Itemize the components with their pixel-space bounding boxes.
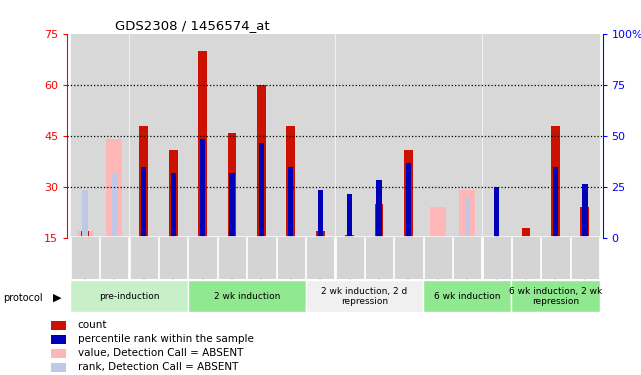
Text: rank, Detection Call = ABSENT: rank, Detection Call = ABSENT <box>78 362 238 372</box>
Bar <box>277 34 305 238</box>
Bar <box>512 280 599 312</box>
Bar <box>171 173 176 238</box>
Bar <box>129 34 158 238</box>
Text: ▶: ▶ <box>53 293 61 303</box>
Bar <box>306 34 335 238</box>
Text: 2 wk induction, 2 d
repression: 2 wk induction, 2 d repression <box>321 286 408 306</box>
Bar <box>306 236 335 279</box>
Bar <box>347 194 353 238</box>
Bar <box>542 236 570 279</box>
Bar <box>453 236 481 279</box>
Bar <box>82 190 88 238</box>
Bar <box>404 150 413 238</box>
Bar <box>51 335 66 344</box>
Bar <box>551 126 560 238</box>
Bar <box>465 197 470 238</box>
Bar <box>376 180 381 238</box>
Bar <box>374 204 383 238</box>
Bar <box>169 150 178 238</box>
Bar <box>188 236 217 279</box>
Bar <box>570 236 599 279</box>
Bar <box>335 236 363 279</box>
Text: percentile rank within the sample: percentile rank within the sample <box>78 334 254 344</box>
Bar <box>159 34 187 238</box>
Text: 6 wk induction, 2 wk
repression: 6 wk induction, 2 wk repression <box>509 286 602 306</box>
Bar <box>394 236 422 279</box>
Bar <box>218 236 246 279</box>
Bar <box>365 34 393 238</box>
Bar <box>542 34 570 238</box>
Bar <box>494 187 499 238</box>
Text: 6 wk induction: 6 wk induction <box>434 292 501 301</box>
Bar <box>71 236 99 279</box>
Bar <box>71 280 188 312</box>
Bar <box>218 34 246 238</box>
Bar <box>522 228 531 238</box>
Bar <box>112 173 117 238</box>
Bar <box>129 236 158 279</box>
Bar <box>423 280 512 312</box>
Bar <box>139 126 148 238</box>
Bar <box>335 34 363 238</box>
Bar <box>483 236 511 279</box>
Bar <box>229 173 235 238</box>
Bar <box>81 231 89 238</box>
Bar <box>365 236 393 279</box>
Text: protocol: protocol <box>3 293 43 303</box>
Bar <box>247 34 276 238</box>
Bar <box>553 166 558 238</box>
Bar <box>51 321 66 330</box>
Bar <box>459 190 476 238</box>
Bar <box>424 34 452 238</box>
Bar <box>188 280 306 312</box>
Bar <box>198 51 207 238</box>
Bar <box>200 140 205 238</box>
Bar <box>512 34 540 238</box>
Bar <box>188 34 217 238</box>
Bar <box>483 34 511 238</box>
Bar <box>141 166 146 238</box>
Bar <box>71 34 99 238</box>
Bar <box>512 236 540 279</box>
Bar <box>581 207 589 238</box>
Text: count: count <box>78 320 107 330</box>
Bar <box>316 231 324 238</box>
Bar <box>306 280 423 312</box>
Text: 2 wk induction: 2 wk induction <box>213 292 280 301</box>
Bar <box>159 236 187 279</box>
Bar <box>345 235 354 238</box>
Bar <box>257 85 266 238</box>
Text: value, Detection Call = ABSENT: value, Detection Call = ABSENT <box>78 348 243 358</box>
Bar <box>77 231 93 238</box>
Bar <box>317 190 323 238</box>
Bar <box>287 126 296 238</box>
Bar <box>247 236 276 279</box>
Bar <box>100 34 128 238</box>
Bar <box>288 166 294 238</box>
Bar <box>51 363 66 372</box>
Bar <box>453 34 481 238</box>
Bar <box>100 236 128 279</box>
Bar <box>429 207 446 238</box>
Bar <box>277 236 305 279</box>
Bar <box>228 132 237 238</box>
Text: GDS2308 / 1456574_at: GDS2308 / 1456574_at <box>115 20 270 33</box>
Bar <box>570 34 599 238</box>
Bar <box>259 143 264 238</box>
Bar <box>394 34 422 238</box>
Bar <box>424 236 452 279</box>
Bar <box>106 140 122 238</box>
Bar <box>582 184 588 238</box>
Bar <box>51 349 66 358</box>
Text: pre-induction: pre-induction <box>99 292 160 301</box>
Bar <box>406 163 411 238</box>
